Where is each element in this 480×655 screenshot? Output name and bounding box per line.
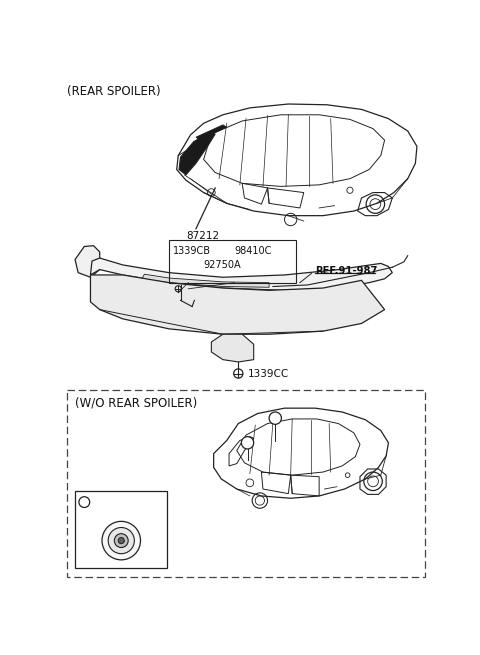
Circle shape bbox=[114, 534, 128, 548]
Circle shape bbox=[118, 538, 124, 544]
Text: 1339CC: 1339CC bbox=[248, 369, 289, 379]
Text: (REAR SPOILER): (REAR SPOILER) bbox=[67, 84, 161, 98]
Text: 87212: 87212 bbox=[187, 231, 220, 241]
Text: a: a bbox=[273, 414, 278, 422]
Circle shape bbox=[241, 437, 254, 449]
Circle shape bbox=[269, 412, 281, 424]
Text: 92750A: 92750A bbox=[204, 260, 241, 271]
Circle shape bbox=[108, 527, 134, 553]
Text: 1339CB: 1339CB bbox=[173, 246, 211, 257]
Polygon shape bbox=[211, 334, 254, 362]
Text: 1076AM: 1076AM bbox=[94, 497, 136, 507]
Text: (W/O REAR SPOILER): (W/O REAR SPOILER) bbox=[75, 397, 197, 409]
Polygon shape bbox=[90, 258, 392, 290]
Polygon shape bbox=[75, 246, 100, 277]
Text: REF.91-987: REF.91-987 bbox=[315, 266, 378, 276]
Polygon shape bbox=[90, 275, 384, 334]
Text: a: a bbox=[82, 498, 87, 506]
Polygon shape bbox=[142, 274, 269, 288]
Text: a: a bbox=[245, 438, 250, 447]
Bar bbox=[169, 240, 296, 283]
Text: 98410C: 98410C bbox=[234, 246, 272, 257]
Circle shape bbox=[79, 496, 90, 508]
Polygon shape bbox=[196, 125, 227, 140]
Bar bbox=[75, 491, 168, 567]
Polygon shape bbox=[179, 132, 215, 175]
Circle shape bbox=[102, 521, 141, 560]
Bar bbox=[67, 390, 425, 577]
